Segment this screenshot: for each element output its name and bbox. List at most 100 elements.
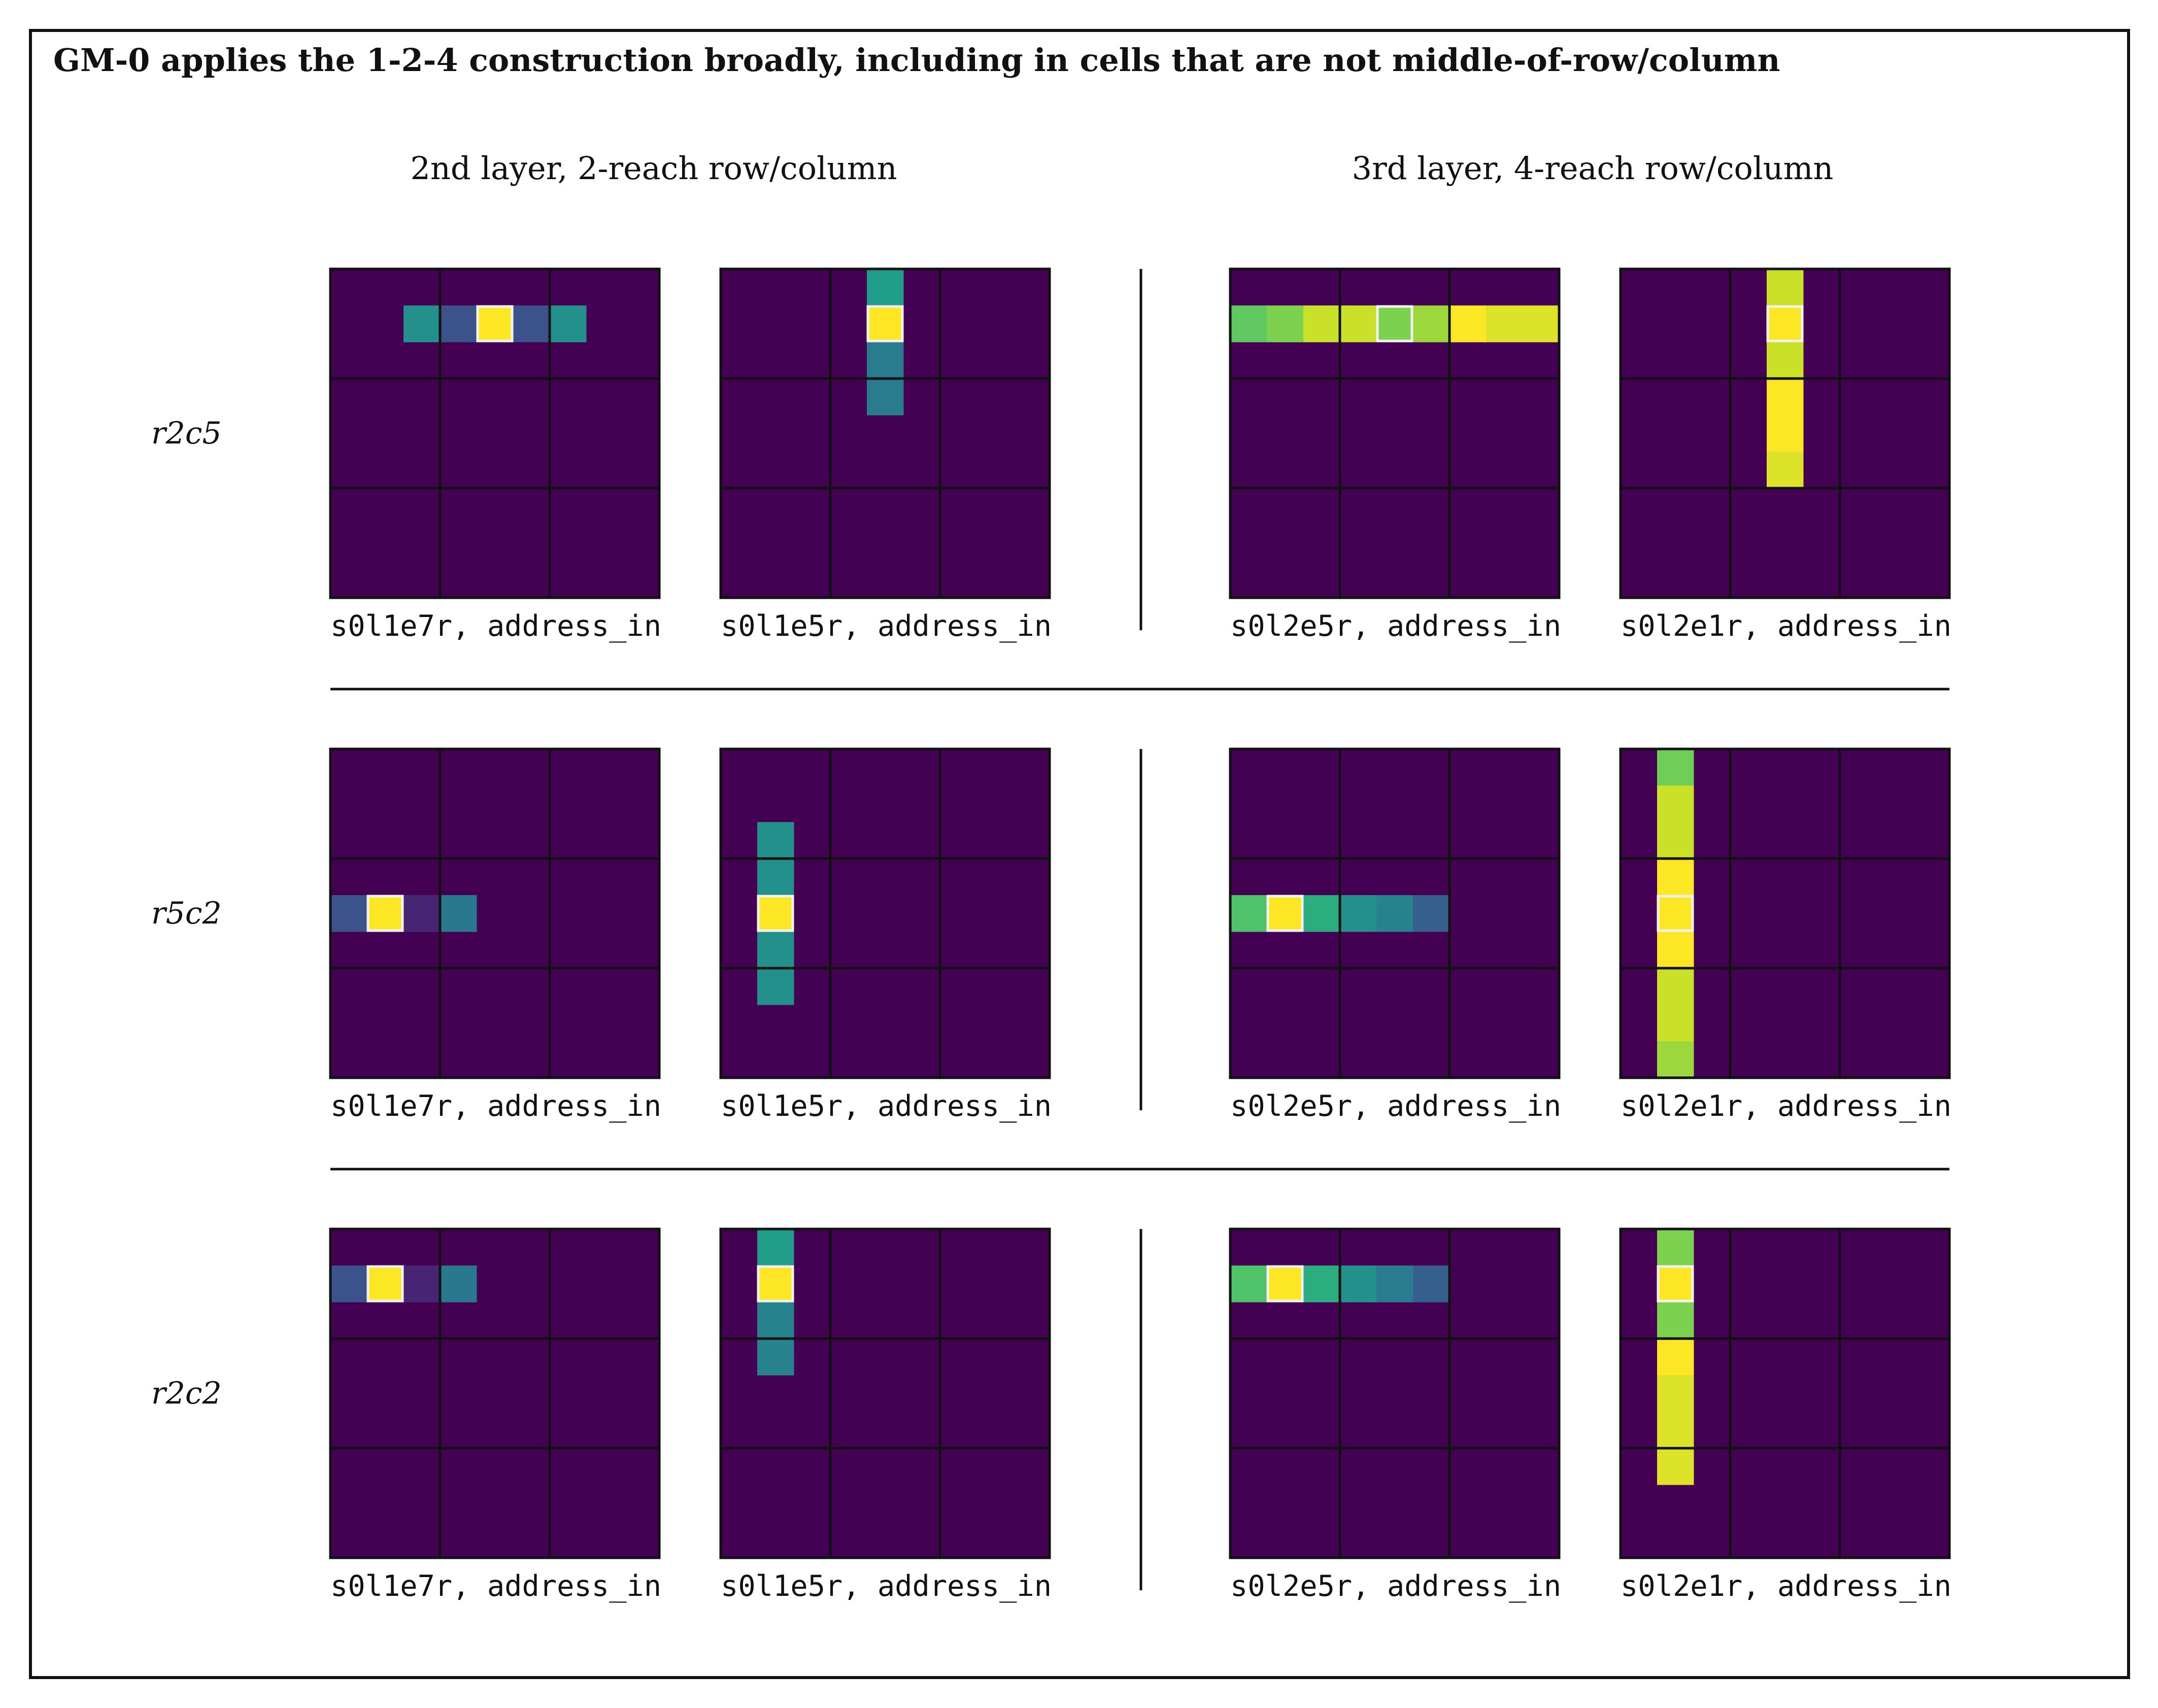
heatmap-cell bbox=[477, 305, 514, 343]
heatmap-cell bbox=[1376, 305, 1413, 343]
heatmap-frame bbox=[329, 747, 661, 1079]
heatmap-cell bbox=[330, 895, 367, 932]
heatmap-cell bbox=[513, 305, 550, 343]
panel-caption: s0l1e5r, address_in bbox=[721, 1569, 1052, 1603]
selected-cell-outline bbox=[366, 895, 404, 932]
figure-title: GM-0 applies the 1-2-4 construction broa… bbox=[53, 42, 1780, 79]
heatmap-cell bbox=[440, 895, 477, 932]
heatmap-cell bbox=[1340, 305, 1377, 343]
selected-cell-outline bbox=[366, 1265, 404, 1303]
heatmap-panel: s0l2e5r, address_in bbox=[1229, 1227, 1561, 1603]
heatmap-cell bbox=[403, 305, 441, 343]
heatmap-cell bbox=[1657, 1448, 1694, 1485]
heatmap-cell bbox=[1657, 1041, 1694, 1078]
heatmap-cell bbox=[1449, 305, 1487, 343]
heatmap-cell bbox=[1657, 1302, 1694, 1339]
heatmap-cell bbox=[1657, 1412, 1694, 1449]
heatmap-cell bbox=[367, 895, 404, 932]
heatmap-frame bbox=[329, 267, 661, 599]
heatmap-frame bbox=[1229, 267, 1561, 599]
heatmap-frame bbox=[719, 1227, 1051, 1559]
heatmap-cell bbox=[1523, 305, 1560, 343]
selected-cell-outline bbox=[1266, 895, 1304, 932]
heatmap-cell bbox=[867, 269, 904, 306]
heatmap-frame bbox=[1619, 1227, 1951, 1559]
heatmap-panel: s0l1e7r, address_in bbox=[329, 747, 661, 1123]
selected-cell-outline bbox=[1657, 1265, 1694, 1303]
heatmap-cell bbox=[1303, 1266, 1340, 1303]
heatmap-cell bbox=[757, 1339, 794, 1376]
heatmap-cell bbox=[1657, 822, 1694, 859]
panel-caption: s0l2e5r, address_in bbox=[1230, 609, 1561, 643]
heatmap-cell bbox=[1413, 895, 1450, 932]
heatmap-cell bbox=[1376, 895, 1413, 932]
heatmap-cell bbox=[757, 822, 794, 859]
heatmap-frame bbox=[719, 747, 1051, 1079]
panel-caption: s0l1e5r, address_in bbox=[721, 1089, 1052, 1123]
selected-cell-outline bbox=[1376, 305, 1413, 343]
selected-cell-outline bbox=[1657, 895, 1694, 932]
heatmap-cell bbox=[403, 1266, 441, 1303]
heatmap-panels: s0l1e7r, address_in s0l1e5r, address_in s0… bbox=[329, 267, 1951, 1603]
heatmap-cell bbox=[1767, 415, 1804, 452]
selected-cell-outline bbox=[1766, 305, 1804, 343]
heatmap-panel: s0l2e5r, address_in bbox=[1229, 747, 1561, 1123]
heatmap-cell bbox=[1340, 895, 1377, 932]
heatmap-cell bbox=[1303, 305, 1340, 343]
heatmap-cell bbox=[1657, 749, 1694, 786]
heatmap-frame bbox=[1229, 747, 1561, 1079]
heatmap-cell bbox=[1413, 305, 1450, 343]
heatmap-cell bbox=[367, 1266, 404, 1303]
heatmap-cell bbox=[1657, 1375, 1694, 1412]
heatmap-cell bbox=[1376, 1266, 1413, 1303]
heatmap-cell bbox=[757, 859, 794, 896]
panel-caption: s0l2e5r, address_in bbox=[1230, 1089, 1561, 1123]
heatmap-cell bbox=[867, 305, 904, 343]
heatmap-cell bbox=[1413, 1266, 1450, 1303]
column-header-right: 3rd layer, 4-reach row/column bbox=[1352, 150, 1834, 187]
heatmap-cell bbox=[440, 305, 477, 343]
heatmap-frame bbox=[1229, 1227, 1561, 1559]
heatmap-cell bbox=[1303, 895, 1340, 932]
selected-cell-outline bbox=[757, 1265, 794, 1303]
heatmap-panel: s0l1e5r, address_in bbox=[719, 747, 1052, 1123]
heatmap-panel: s0l1e5r, address_in bbox=[719, 1227, 1052, 1603]
row-label: r5c2 bbox=[151, 896, 222, 931]
row-labels: r2c5 r5c2 r2c2 bbox=[151, 416, 222, 1411]
heatmap-cell bbox=[867, 342, 904, 379]
dividers bbox=[330, 269, 1949, 1590]
heatmap-cell bbox=[757, 932, 794, 969]
heatmap-cell bbox=[1267, 1266, 1304, 1303]
heatmap-cell bbox=[1230, 305, 1267, 343]
heatmap-cell bbox=[1767, 452, 1804, 489]
heatmap-cell bbox=[757, 968, 794, 1005]
heatmap-panel: s0l1e7r, address_in bbox=[329, 267, 661, 643]
heatmap-cell bbox=[1767, 379, 1804, 416]
heatmap-cell bbox=[1267, 305, 1304, 343]
panel-caption: s0l1e7r, address_in bbox=[330, 1569, 661, 1603]
heatmap-cell bbox=[757, 895, 794, 932]
heatmap-cell bbox=[330, 1266, 367, 1303]
panel-caption: s0l2e1r, address_in bbox=[1621, 1569, 1951, 1603]
heatmap-cell bbox=[1657, 1339, 1694, 1376]
selected-cell-outline bbox=[476, 305, 514, 343]
heatmap-cell bbox=[1267, 895, 1304, 932]
heatmap-cell bbox=[757, 1302, 794, 1339]
heatmap-cell bbox=[403, 895, 441, 932]
heatmap-panel: s0l1e7r, address_in bbox=[329, 1227, 661, 1603]
heatmap-cell bbox=[1657, 895, 1694, 932]
heatmap-cell bbox=[550, 305, 587, 343]
heatmap-cell bbox=[1767, 305, 1804, 343]
heatmap-cell bbox=[1657, 859, 1694, 896]
heatmap-cell bbox=[757, 1266, 794, 1303]
heatmap-cell bbox=[1767, 342, 1804, 379]
heatmap-cell bbox=[1657, 1229, 1694, 1266]
heatmap-panel: s0l2e1r, address_in bbox=[1619, 1227, 1951, 1603]
heatmap-panel: s0l2e5r, address_in bbox=[1229, 267, 1561, 643]
row-label: r2c5 bbox=[151, 416, 222, 451]
heatmap-cell bbox=[1486, 305, 1523, 343]
heatmap-panel: s0l1e5r, address_in bbox=[719, 267, 1052, 643]
column-header-left: 2nd layer, 2-reach row/column bbox=[410, 150, 897, 187]
heatmap-cell bbox=[1767, 269, 1804, 306]
